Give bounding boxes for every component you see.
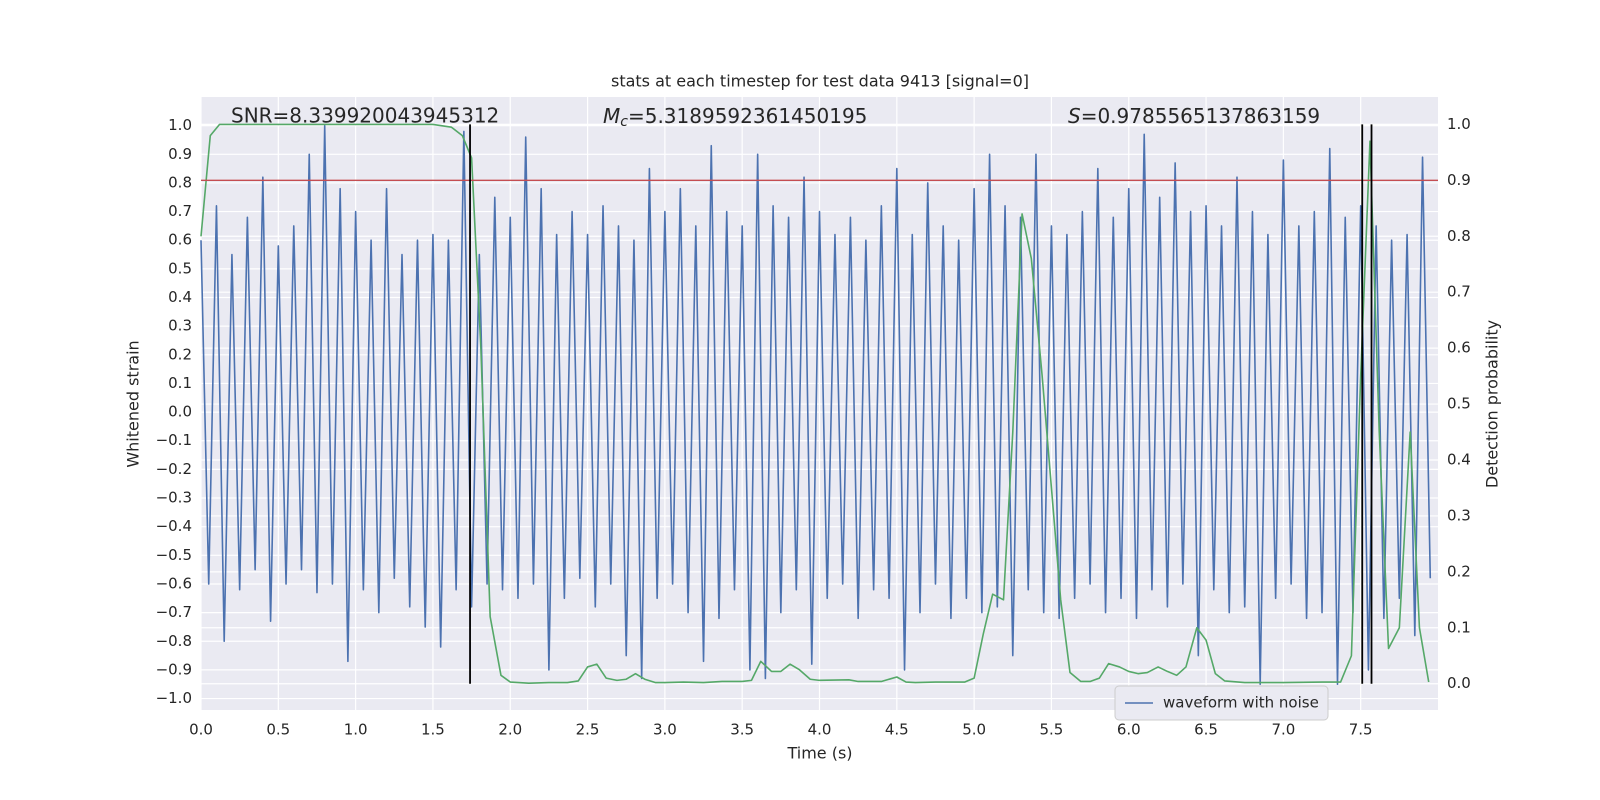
chart-title: stats at each timestep for test data 941…	[611, 72, 1029, 91]
y-tick-label: 0.8	[168, 173, 192, 191]
x-tick-label: 1.0	[344, 721, 368, 739]
y-tick-label: −0.7	[156, 603, 192, 621]
x-tick-label: 4.5	[885, 721, 909, 739]
y2-axis-label: Detection probability	[1483, 320, 1502, 488]
y-tick-label: −0.1	[156, 431, 192, 449]
y-tick-label: 0.4	[168, 288, 192, 306]
x-tick-label: 3.0	[653, 721, 677, 739]
y2-tick-label: 0.0	[1447, 674, 1471, 692]
annotation-text: =0.9785565137863159	[1081, 104, 1320, 128]
x-tick-label: 5.5	[1040, 721, 1064, 739]
y2-tick-label: 0.4	[1447, 450, 1471, 468]
y-tick-label: 0.1	[168, 374, 192, 392]
x-tick-label: 7.5	[1349, 721, 1373, 739]
y2-tick-label: 0.2	[1447, 562, 1471, 580]
series-line	[200, 124, 1432, 686]
legend-label: waveform with noise	[1163, 694, 1319, 712]
annotation-subscript: c	[620, 114, 628, 130]
annotation: Mc=5.3189592361450195	[603, 104, 867, 131]
y-tick-label: −0.6	[156, 574, 192, 592]
y-tick-label: 0.2	[168, 345, 192, 363]
y-tick-label: 0.5	[168, 259, 192, 277]
y2-tick-label: 0.8	[1447, 227, 1471, 245]
x-tick-label: 0.0	[189, 721, 213, 739]
plot-content	[200, 97, 1438, 710]
annotation: S=0.9785565137863159	[1068, 104, 1320, 128]
y2-tick-label: 0.1	[1447, 618, 1471, 636]
y-axis-label: Whitened strain	[124, 340, 143, 467]
y-tick-label: 0.3	[168, 317, 192, 335]
legend-box	[1114, 685, 1329, 721]
x-tick-label: 2.5	[576, 721, 600, 739]
y-tick-label: −1.0	[156, 689, 192, 707]
x-tick-label: 6.0	[1117, 721, 1141, 739]
y2-tick-label: 0.5	[1447, 395, 1471, 413]
y-tick-label: −0.5	[156, 546, 192, 564]
y-tick-label: 1.0	[168, 116, 192, 134]
y-tick-label: 0.9	[168, 145, 192, 163]
annotation: SNR=8.339920043945312	[231, 104, 499, 128]
y-tick-label: −0.4	[156, 517, 192, 535]
y-tick-label: 0.0	[168, 403, 192, 421]
x-axis-label: Time (s)	[786, 744, 852, 763]
x-tick-label: 2.0	[498, 721, 522, 739]
x-tick-label: 0.5	[266, 721, 290, 739]
annotation-symbol: M	[603, 104, 620, 128]
y-tick-label: −0.8	[156, 632, 192, 650]
y-tick-label: 0.6	[168, 231, 192, 249]
y-tick-label: 0.7	[168, 202, 192, 220]
y2-tick-label: 0.7	[1447, 283, 1471, 301]
y2-tick-label: 0.3	[1447, 506, 1471, 524]
y-tick-label: −0.2	[156, 460, 192, 478]
series-line	[200, 123, 1430, 684]
x-tick-label: 7.0	[1271, 721, 1295, 739]
y2-tick-label: 1.0	[1447, 115, 1471, 133]
y2-tick-label: 0.9	[1447, 171, 1471, 189]
x-tick-label: 6.5	[1194, 721, 1218, 739]
x-tick-label: 3.5	[730, 721, 754, 739]
x-tick-label: 5.0	[962, 721, 986, 739]
y-tick-label: −0.3	[156, 489, 192, 507]
x-tick-label: 4.0	[808, 721, 832, 739]
y-tick-label: −0.9	[156, 660, 192, 678]
y2-tick-label: 0.6	[1447, 339, 1471, 357]
x-tick-label: 1.5	[421, 721, 445, 739]
annotation-text: =5.3189592361450195	[628, 104, 867, 128]
annotation-symbol: S	[1068, 104, 1081, 128]
